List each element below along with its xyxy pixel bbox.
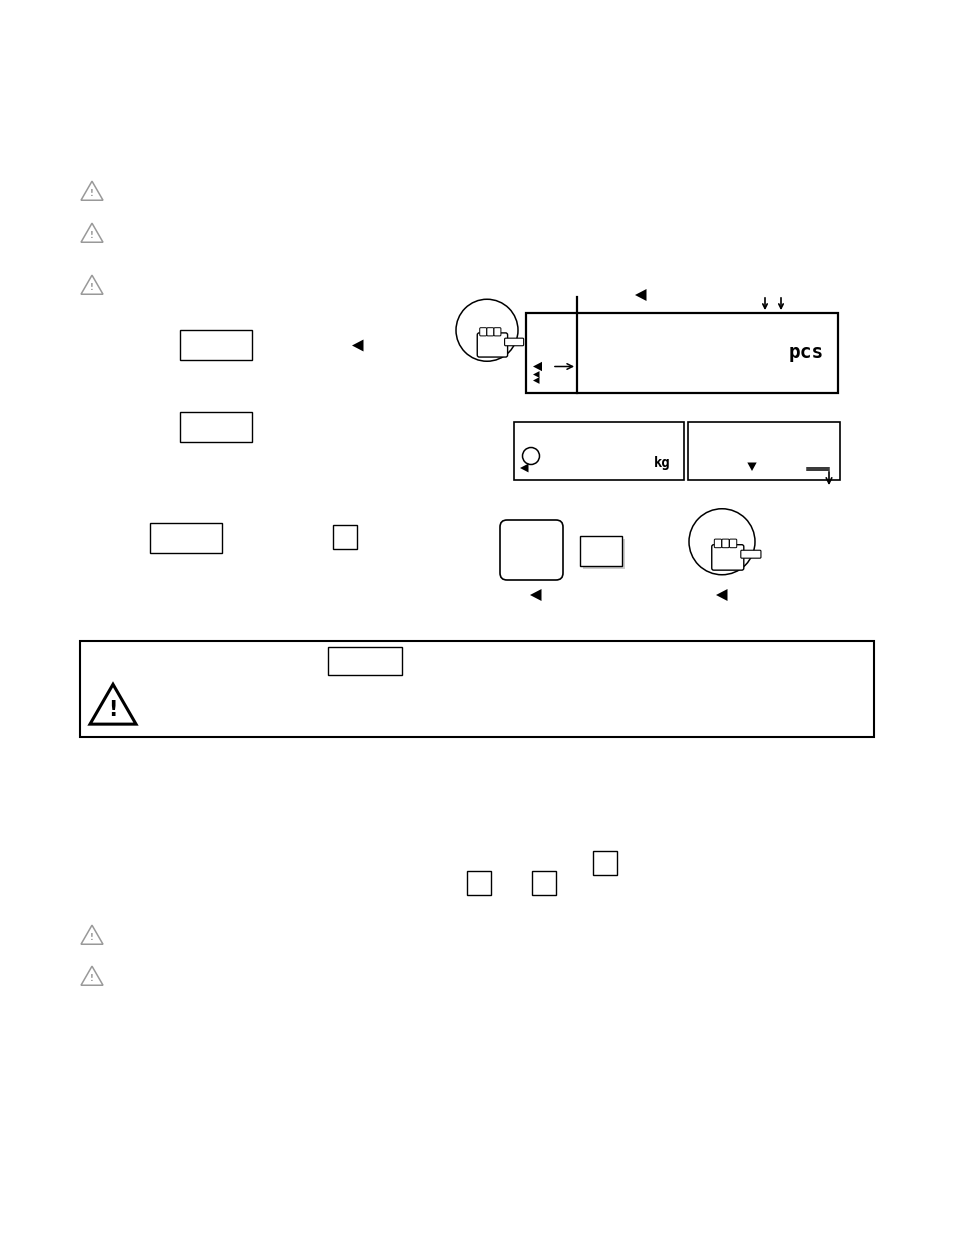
Polygon shape xyxy=(533,372,539,378)
Bar xyxy=(328,647,401,676)
FancyBboxPatch shape xyxy=(479,327,486,336)
Polygon shape xyxy=(352,340,363,352)
Bar xyxy=(532,871,556,895)
Circle shape xyxy=(456,299,517,362)
Text: !: ! xyxy=(90,974,93,983)
Polygon shape xyxy=(746,462,756,471)
FancyBboxPatch shape xyxy=(721,540,728,547)
Bar xyxy=(150,522,222,553)
Bar xyxy=(180,330,252,359)
Bar xyxy=(80,641,873,737)
Polygon shape xyxy=(533,362,541,372)
Bar xyxy=(582,538,624,568)
Polygon shape xyxy=(519,463,528,473)
Text: !: ! xyxy=(90,932,93,942)
Bar xyxy=(514,422,683,480)
FancyBboxPatch shape xyxy=(494,327,500,336)
FancyBboxPatch shape xyxy=(711,545,743,571)
Bar xyxy=(525,312,837,393)
FancyBboxPatch shape xyxy=(714,540,720,547)
FancyBboxPatch shape xyxy=(476,333,507,357)
Polygon shape xyxy=(533,377,539,384)
Bar xyxy=(180,412,252,442)
Polygon shape xyxy=(716,589,727,601)
Text: kg: kg xyxy=(654,456,670,471)
Bar xyxy=(579,536,621,566)
FancyBboxPatch shape xyxy=(486,327,494,336)
Bar xyxy=(467,871,491,895)
Text: !: ! xyxy=(90,189,93,198)
FancyBboxPatch shape xyxy=(740,551,760,558)
Text: !: ! xyxy=(90,283,93,291)
Bar xyxy=(687,422,840,480)
FancyBboxPatch shape xyxy=(729,540,736,547)
FancyBboxPatch shape xyxy=(504,338,523,346)
Bar xyxy=(333,525,356,550)
Text: pcs: pcs xyxy=(788,343,823,363)
FancyBboxPatch shape xyxy=(499,520,562,580)
Bar xyxy=(593,851,617,876)
Polygon shape xyxy=(530,589,541,601)
Text: !: ! xyxy=(109,700,117,720)
Circle shape xyxy=(688,509,754,574)
Text: !: ! xyxy=(90,231,93,240)
Polygon shape xyxy=(635,289,646,301)
